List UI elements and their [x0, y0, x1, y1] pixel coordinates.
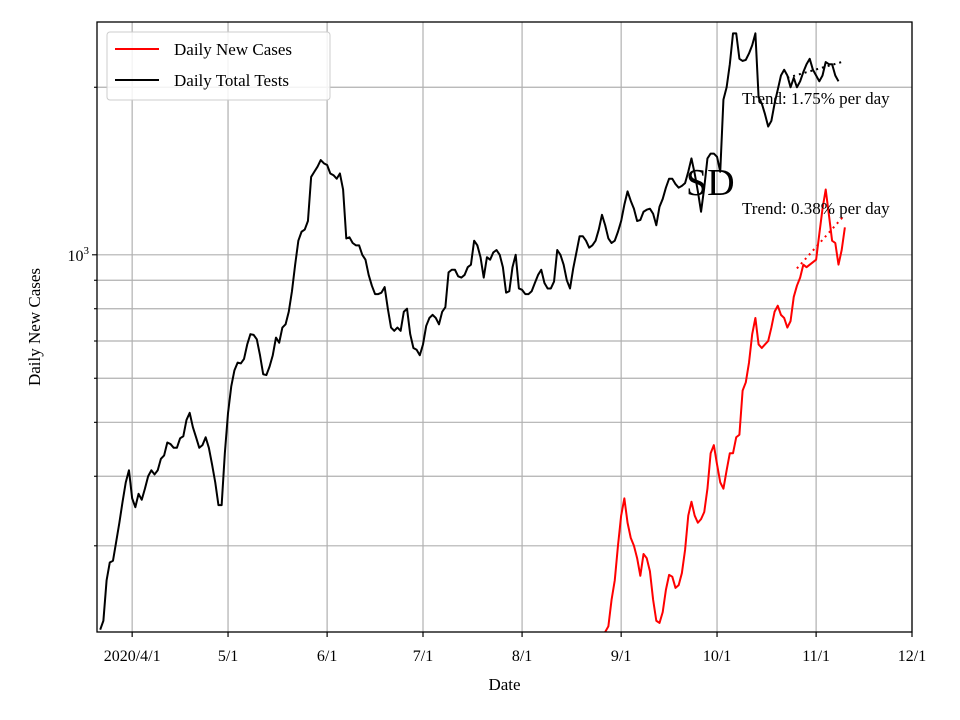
series-group — [99, 32, 846, 632]
series-line-daily-total-tests — [99, 32, 840, 631]
x-tick-label: 11/1 — [802, 648, 830, 665]
state-label: SD — [686, 162, 735, 204]
legend-label-tests: Daily Total Tests — [174, 71, 289, 90]
trend-cases-annotation: Trend: 0.38% per day — [742, 199, 890, 218]
x-axis-label: Date — [488, 675, 520, 694]
y-axis-label: Daily New Cases — [25, 268, 44, 386]
x-tick-label: 8/1 — [512, 648, 532, 665]
grid-lines — [97, 22, 913, 632]
legend-box — [106, 31, 331, 101]
legend: Daily New Cases Daily Total Tests — [106, 31, 331, 101]
x-tick-label: 6/1 — [317, 648, 337, 665]
tick-marks — [92, 86, 913, 637]
tick-labels: 2020/4/1 5/1 6/1 7/1 8/1 9/1 10/1 11/1 12/1 103 — [68, 245, 927, 665]
x-tick-label: 9/1 — [611, 648, 631, 665]
trend-tests-annotation: Trend: 1.75% per day — [742, 89, 890, 108]
x-tick-label: 5/1 — [218, 648, 238, 665]
x-tick-label: 10/1 — [703, 648, 731, 665]
x-tick-label: 7/1 — [413, 648, 433, 665]
x-tick-label: 2020/4/1 — [104, 648, 161, 665]
legend-label-cases: Daily New Cases — [174, 40, 292, 59]
y-tick-label: 103 — [68, 245, 90, 265]
series-line-daily-new-cases — [603, 188, 846, 632]
plot-frame — [96, 21, 913, 633]
x-tick-label: 12/1 — [898, 648, 926, 665]
